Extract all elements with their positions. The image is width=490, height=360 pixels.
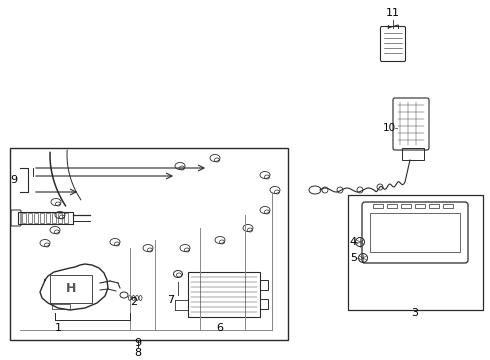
Bar: [348, 195, 483, 310]
Bar: [387, 204, 397, 208]
Bar: [34, 213, 38, 223]
Bar: [58, 213, 62, 223]
Bar: [370, 213, 460, 252]
Text: 5: 5: [350, 253, 357, 263]
Bar: [46, 213, 50, 223]
Text: 8: 8: [134, 348, 142, 358]
Bar: [260, 299, 268, 309]
Bar: [401, 204, 411, 208]
Bar: [52, 304, 70, 309]
Text: 2: 2: [130, 297, 137, 307]
Bar: [443, 204, 453, 208]
Bar: [50, 275, 92, 303]
Bar: [188, 272, 260, 317]
Text: 9: 9: [134, 338, 142, 348]
Bar: [22, 213, 26, 223]
Bar: [373, 204, 383, 208]
Text: 10: 10: [383, 123, 396, 133]
Bar: [415, 204, 425, 208]
Bar: [28, 213, 32, 223]
Text: 4: 4: [350, 237, 357, 247]
Bar: [18, 212, 73, 224]
Bar: [64, 213, 68, 223]
Text: 7: 7: [167, 295, 174, 305]
Bar: [52, 213, 56, 223]
Text: 11: 11: [386, 8, 400, 18]
Text: 6: 6: [217, 323, 223, 333]
Bar: [402, 148, 424, 160]
Bar: [40, 213, 44, 223]
Text: 1: 1: [55, 323, 62, 333]
Bar: [429, 204, 439, 208]
Bar: [10, 148, 288, 340]
Bar: [260, 280, 268, 290]
Text: 9: 9: [10, 175, 18, 185]
Text: 3: 3: [412, 308, 418, 318]
Text: H: H: [66, 283, 76, 296]
